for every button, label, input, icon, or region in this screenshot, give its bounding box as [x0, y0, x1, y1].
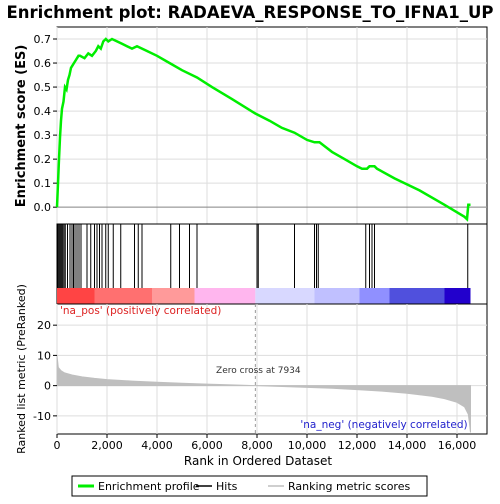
- es-y-ticks: 0.0 0.1 0.2 0.3 0.4 0.5 0.6 0.7: [34, 33, 57, 214]
- x-tick-label: 0: [54, 439, 61, 452]
- heat-band: [389, 288, 445, 304]
- es-y-tick-label: 0.5: [34, 81, 52, 94]
- legend-box: [71, 475, 428, 497]
- negative-correlation-label: 'na_neg' (negatively correlated): [300, 419, 467, 431]
- enrichment-profile-line: [55, 37, 471, 222]
- x-ticks: 0 2,000 4,000 6,000 8,000 10,000 12,000 14,000 1…: [54, 434, 477, 452]
- hits-panel: [56, 223, 488, 305]
- zero-cross-label: Zero cross at 7934: [216, 366, 301, 376]
- es-y-tick-label: 0.3: [34, 129, 52, 142]
- es-panel-frame: [56, 26, 488, 225]
- x-tick-label: 12,000: [338, 439, 377, 452]
- x-tick-label: 4,000: [141, 439, 173, 452]
- chart-title: Enrichment plot: RADAEVA_RESPONSE_TO_IFN…: [7, 3, 494, 22]
- legend: Enrichment profile Hits Ranking metric sco…: [71, 475, 428, 497]
- es-y-tick-label: 0.4: [34, 105, 52, 118]
- x-tick-label: 6,000: [191, 439, 223, 452]
- metric-y-tick-label: 20: [37, 319, 51, 332]
- heat-band: [57, 288, 95, 304]
- x-tick-label: 10,000: [288, 439, 327, 452]
- ranking-metric-area: [56, 355, 471, 433]
- legend-label: Enrichment profile: [98, 480, 200, 493]
- legend-items: Enrichment profile Hits Ranking metric sco…: [78, 480, 410, 493]
- es-y-tick-label: 0.0: [34, 201, 52, 214]
- heat-band: [314, 288, 360, 304]
- es-y-tick-label: 0.6: [34, 57, 52, 70]
- es-y-axis-label: Enrichment score (ES): [14, 45, 29, 208]
- es-gridlines: [56, 27, 487, 224]
- metric-y-tick-label: 0: [44, 380, 51, 393]
- metric-y-tick-label: 10: [37, 349, 51, 362]
- es-y-tick-label: 0.7: [34, 33, 52, 46]
- x-tick-label: 16,000: [438, 439, 477, 452]
- x-tick-label: 14,000: [388, 439, 427, 452]
- heat-band: [359, 288, 390, 304]
- metric-panel: Zero cross at 7934 'na_pos' (positively …: [15, 284, 488, 454]
- legend-label: Ranking metric scores: [288, 480, 410, 493]
- rank-heat-bar: [57, 288, 471, 304]
- x-tick-label: 2,000: [91, 439, 123, 452]
- metric-y-tick-label: -10: [33, 410, 51, 423]
- x-axis-label: Rank in Ordered Dataset: [184, 454, 332, 468]
- hit-lines: [57, 224, 469, 288]
- metric-y-ticks: -10 0 10 20: [33, 319, 57, 423]
- metric-y-axis-label: Ranked list metric (PreRanked): [15, 284, 28, 454]
- es-panel: 0.0 0.1 0.2 0.3 0.4 0.5 0.6 0.7 Enrichment scor…: [14, 26, 488, 225]
- positive-correlation-label: 'na_pos' (positively correlated): [60, 305, 221, 317]
- x-tick-label: 8,000: [241, 439, 273, 452]
- metric-panel-frame: [56, 303, 488, 435]
- heat-band: [152, 288, 195, 304]
- heat-band: [255, 288, 315, 304]
- heat-band: [444, 288, 471, 304]
- legend-label: Hits: [216, 480, 238, 493]
- es-y-tick-label: 0.1: [34, 177, 52, 190]
- heat-band: [194, 288, 256, 304]
- heat-band: [94, 288, 152, 304]
- es-y-tick-label: 0.2: [34, 153, 52, 166]
